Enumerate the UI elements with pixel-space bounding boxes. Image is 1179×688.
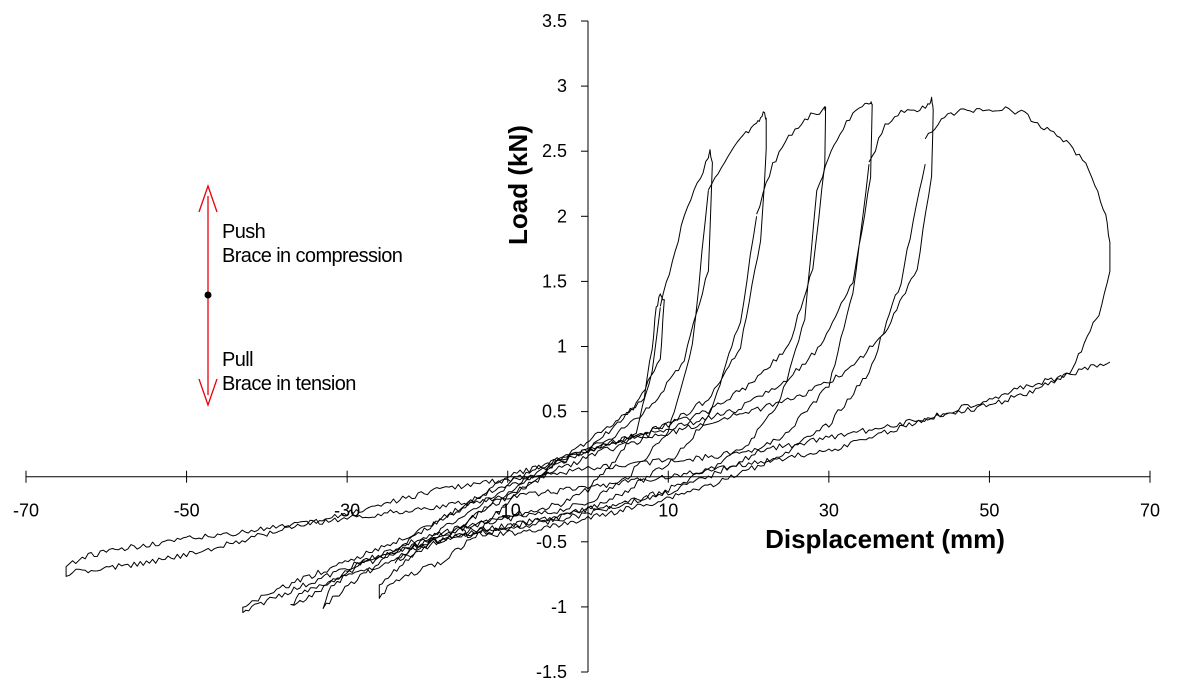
x-axis-title: Displacement (mm) (765, 524, 1005, 554)
direction-annotation: Push Brace in compression Pull Brace in … (198, 184, 403, 407)
y-tick-label: 1 (557, 337, 567, 357)
y-tick-label: 1.5 (542, 271, 567, 291)
x-tick-label: 10 (658, 501, 678, 521)
hysteresis-loop-2 (290, 149, 713, 606)
y-tick-label: -0.5 (536, 532, 567, 552)
x-tick-label: 70 (1140, 501, 1160, 521)
x-tick-label: -70 (13, 501, 39, 521)
y-tick-label: -1 (551, 597, 567, 617)
y-tick-label: 2.5 (542, 141, 567, 161)
hysteresis-loop-7 (65, 106, 1111, 577)
x-tick-label: 50 (979, 501, 999, 521)
y-tick-label: 0.5 (542, 402, 567, 422)
pull-label: Pull (222, 349, 253, 371)
x-tick-label: 30 (819, 501, 839, 521)
y-tick-label: 3.5 (542, 11, 567, 31)
x-ticks: -70 -50 -30 -10 10 30 50 70 (13, 470, 1160, 521)
y-tick-label: -1.5 (536, 662, 567, 682)
y-tick-label: 3 (557, 76, 567, 96)
y-tick-label: 2 (557, 206, 567, 226)
hysteresis-loop-1 (378, 293, 665, 599)
pull-description: Brace in tension (222, 373, 356, 395)
push-label: Push (222, 221, 265, 243)
hysteresis-loop-5 (394, 101, 873, 564)
load-displacement-curves (65, 96, 1111, 614)
pull-arrow-head (198, 378, 218, 407)
hysteresis-loop-6 (459, 96, 934, 539)
push-description: Brace in compression (222, 245, 402, 267)
hysteresis-loop-4 (322, 106, 827, 609)
push-arrow-head (198, 184, 218, 213)
y-axis-title: Load (kN) (503, 125, 533, 245)
origin-dot (204, 291, 212, 299)
x-tick-label: -50 (174, 501, 200, 521)
y-axis: -1.5 -1 -0.5 0.5 1 1.5 2 2.5 3 3.5 (536, 11, 589, 682)
y-ticks: -1.5 -1 -0.5 0.5 1 1.5 2 2.5 3 3.5 (536, 11, 588, 682)
x-axis: -70 -50 -30 -10 10 30 50 70 (13, 470, 1160, 521)
